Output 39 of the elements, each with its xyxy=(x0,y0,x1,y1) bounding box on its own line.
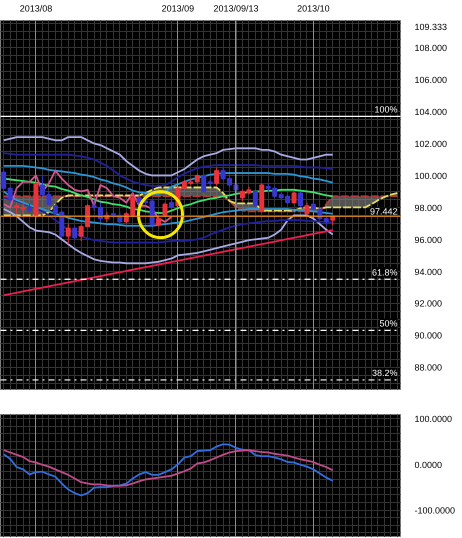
y-tick-label: -100.0000 xyxy=(414,506,456,516)
y-tick-label: 104.000 xyxy=(414,107,448,118)
candlestick xyxy=(27,202,32,214)
y-tick-label: 0.0000 xyxy=(414,460,442,470)
y-tick-label: 109.333 xyxy=(414,22,448,32)
y-tick-label: 100.000 xyxy=(414,170,448,181)
ref-line-label: 97.442 xyxy=(370,206,398,216)
line-series xyxy=(2,449,334,487)
candlestick xyxy=(298,190,303,208)
annotation: 61.8% xyxy=(372,267,398,278)
candlestick xyxy=(304,202,310,216)
line-series xyxy=(2,229,334,296)
candlestick xyxy=(292,190,297,205)
y-tick-label: 102.000 xyxy=(414,139,448,149)
candlestick xyxy=(252,189,258,208)
y-tick-label: 94.000 xyxy=(414,266,442,277)
candlestick xyxy=(66,222,71,245)
y-tick-label: 90.000 xyxy=(414,330,442,341)
y-tick-label: 100.0000 xyxy=(414,414,452,424)
candlestick xyxy=(72,226,78,240)
x-tick-label: 2013/10 xyxy=(297,4,330,14)
line-series xyxy=(2,443,334,496)
candlestick xyxy=(168,198,174,210)
y-tick-label: 98.000 xyxy=(414,202,442,213)
y-tick-label: 88.000 xyxy=(414,362,442,373)
x-tick-label: 2013/09 xyxy=(162,4,194,14)
annotation: 38.2% xyxy=(372,368,398,378)
annotation: 100% xyxy=(374,104,398,114)
y-tick-label: 96.000 xyxy=(414,234,442,245)
line-series xyxy=(2,136,334,176)
y-tick-label: 92.000 xyxy=(414,298,442,309)
y-tick-label: 108.000 xyxy=(414,43,448,54)
x-tick-label: 2013/09/13 xyxy=(213,4,259,14)
candlestick xyxy=(214,166,220,186)
line-series xyxy=(2,152,334,187)
line-series xyxy=(2,164,334,195)
y-tick-label: 106.000 xyxy=(414,75,448,86)
annotation: 50% xyxy=(379,318,398,328)
x-tick-label: 2013/08 xyxy=(20,4,52,14)
